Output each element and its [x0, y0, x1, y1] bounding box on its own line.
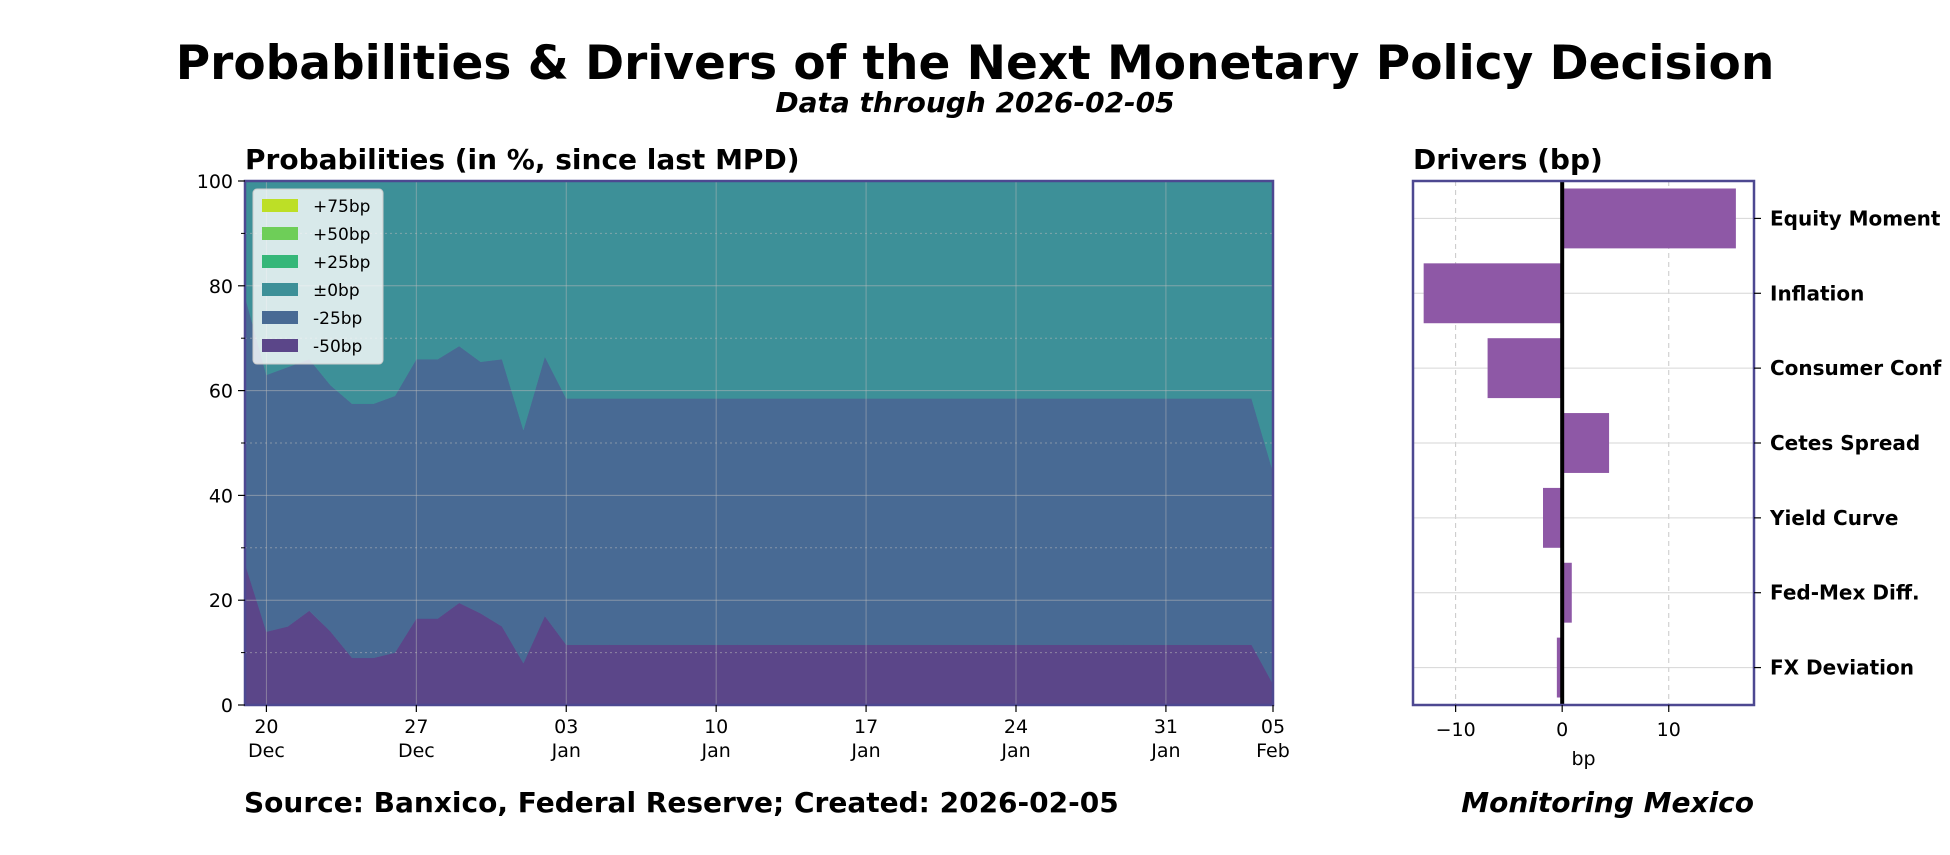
x-tick-day: 17: [854, 716, 878, 738]
brand-label: Monitoring Mexico: [1461, 786, 1754, 819]
driver-bar: [1423, 263, 1563, 324]
subtitle: Data through 2026-02-05: [775, 86, 1175, 119]
legend-swatch: [262, 255, 298, 268]
legend-swatch: [262, 311, 298, 324]
x-tick-label: 0: [1556, 719, 1568, 741]
y-tick-label: 40: [209, 485, 233, 507]
driver-category-label: Cetes Spread: [1770, 431, 1920, 455]
driver-bar: [1556, 637, 1563, 698]
driver-category-label: Consumer Conf: [1770, 356, 1942, 380]
x-tick-day: 05: [1261, 716, 1285, 738]
driver-category-label: Yield Curve: [1769, 506, 1898, 530]
legend-swatch: [262, 283, 298, 296]
x-tick-month: Jan: [1150, 740, 1180, 762]
legend-swatch: [262, 199, 298, 212]
x-axis-label: bp: [1571, 748, 1595, 770]
driver-category-label: FX Deviation: [1770, 656, 1914, 680]
y-tick-label: 100: [197, 171, 233, 193]
source-note: Source: Banxico, Federal Reserve; Create…: [244, 786, 1119, 819]
x-tick-month: Feb: [1256, 740, 1290, 762]
driver-category-label: Equity Moment: [1770, 206, 1941, 230]
legend-label: -50bp: [313, 337, 362, 357]
x-tick-day: 20: [254, 716, 278, 738]
x-tick-label: 10: [1657, 719, 1681, 741]
driver-category-label: Inflation: [1770, 281, 1864, 305]
y-tick-label: 20: [209, 590, 233, 612]
legend-label: +50bp: [313, 225, 370, 245]
x-tick-day: 03: [554, 716, 578, 738]
legend-label: -25bp: [313, 309, 362, 329]
x-tick-day: 31: [1154, 716, 1178, 738]
x-tick-month: Jan: [1000, 740, 1030, 762]
y-tick-label: 80: [209, 276, 233, 298]
x-tick-month: Jan: [701, 740, 731, 762]
probabilities-chart: Probabilities (in %, since last MPD) 0 20 4…: [197, 143, 1290, 762]
drivers-title: Drivers (bp): [1413, 143, 1603, 176]
probabilities-legend: +75bp +50bp +25bp ±0bp -25bp -50bp: [252, 188, 384, 365]
x-tick-month: Dec: [398, 740, 435, 762]
driver-bar: [1562, 188, 1736, 249]
driver-bar: [1487, 338, 1563, 399]
driver-bar: [1562, 562, 1572, 623]
y-tick-label: 0: [221, 695, 233, 717]
legend-label: +75bp: [313, 197, 370, 217]
x-tick-day: 24: [1004, 716, 1028, 738]
drivers-chart: Drivers (bp) −10 0 10 bp Equity Moment Inflati…: [1411, 143, 1942, 770]
x-tick-day: 10: [704, 716, 728, 738]
driver-bar: [1543, 487, 1563, 548]
legend-swatch: [262, 227, 298, 240]
x-tick-month: Jan: [551, 740, 581, 762]
x-tick-month: Jan: [850, 740, 880, 762]
driver-bar: [1562, 413, 1610, 473]
x-tick-label: −10: [1436, 719, 1476, 741]
legend-label: ±0bp: [313, 281, 360, 301]
x-tick-day: 27: [404, 716, 428, 738]
x-tick-month: Dec: [248, 740, 285, 762]
legend-swatch: [262, 339, 298, 352]
driver-category-label: Fed-Mex Diff.: [1770, 581, 1920, 605]
legend-label: +25bp: [313, 253, 370, 273]
probabilities-title: Probabilities (in %, since last MPD): [245, 143, 800, 176]
y-tick-label: 60: [209, 381, 233, 403]
main-title: Probabilities & Drivers of the Next Mone…: [175, 36, 1775, 91]
